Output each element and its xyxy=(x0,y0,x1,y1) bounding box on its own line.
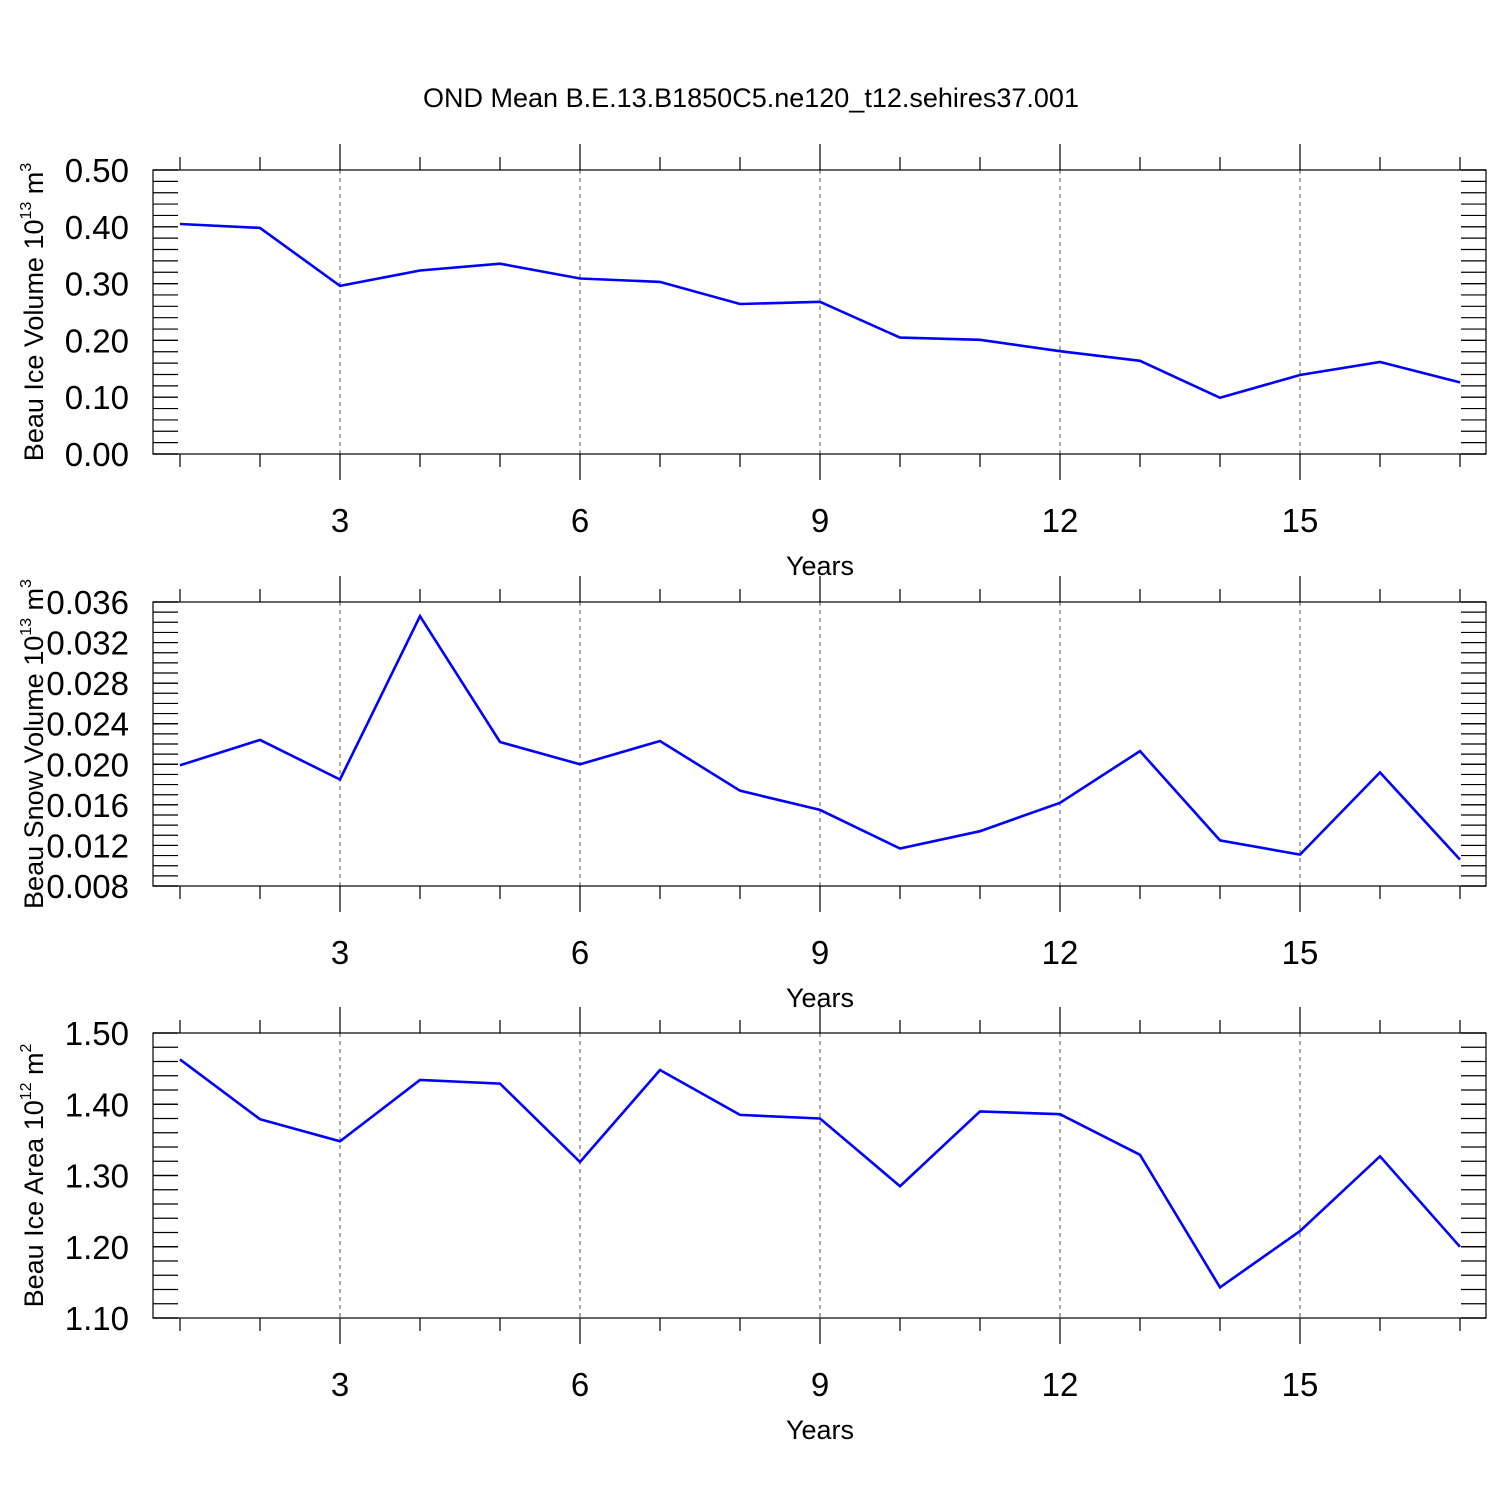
x-tick-label: 15 xyxy=(1282,934,1319,971)
data-point xyxy=(257,1116,263,1122)
y-tick-label: 0.30 xyxy=(65,266,129,303)
data-point xyxy=(1457,1244,1463,1250)
x-axis-title: Years xyxy=(786,1415,854,1445)
x-tick-label: 6 xyxy=(571,1366,589,1403)
data-point xyxy=(737,301,743,307)
data-point xyxy=(1057,1111,1063,1117)
x-tick-label: 3 xyxy=(331,1366,349,1403)
data-point xyxy=(1217,395,1223,401)
y-tick-label: 0.012 xyxy=(46,827,129,864)
x-tick-label: 6 xyxy=(571,934,589,971)
x-tick-label: 3 xyxy=(331,934,349,971)
data-point xyxy=(1137,748,1143,754)
x-tick-label: 12 xyxy=(1042,934,1079,971)
data-point xyxy=(1297,372,1303,378)
data-point xyxy=(337,1138,343,1144)
data-point xyxy=(1057,800,1063,806)
data-point xyxy=(1457,857,1463,863)
x-tick-label: 12 xyxy=(1042,1366,1079,1403)
y-tick-label: 0.10 xyxy=(65,379,129,416)
y-tick-label: 0.00 xyxy=(65,436,129,473)
data-point xyxy=(417,1077,423,1083)
y-tick-label: 0.50 xyxy=(65,152,129,189)
y-tick-label: 1.20 xyxy=(65,1229,129,1266)
y-tick-label: 0.024 xyxy=(46,706,129,743)
data-point xyxy=(817,299,823,305)
data-point xyxy=(657,1067,663,1073)
data-point xyxy=(817,1116,823,1122)
y-tick-label: 0.020 xyxy=(46,746,129,783)
y-tick-label: 1.30 xyxy=(65,1158,129,1195)
x-tick-label: 12 xyxy=(1042,502,1079,539)
panel-ice-volume: 0.000.100.200.300.400.503 6 9 12 15YearsBeau… xyxy=(18,144,1487,581)
data-point xyxy=(497,261,503,267)
data-point xyxy=(657,738,663,744)
data-point xyxy=(817,807,823,813)
data-point xyxy=(1057,348,1063,354)
x-tick-label: 15 xyxy=(1282,502,1319,539)
data-point xyxy=(897,1183,903,1189)
y-tick-label: 0.40 xyxy=(65,209,129,246)
y-tick-label: 0.028 xyxy=(46,665,129,702)
data-point xyxy=(257,737,263,743)
data-point xyxy=(1377,359,1383,365)
data-point xyxy=(897,845,903,851)
data-point xyxy=(177,1056,183,1062)
x-tick-label: 6 xyxy=(571,502,589,539)
data-point xyxy=(657,279,663,285)
y-tick-label: 0.032 xyxy=(46,625,129,662)
data-point xyxy=(577,275,583,281)
data-point xyxy=(1297,1228,1303,1234)
data-point xyxy=(417,613,423,619)
y-tick-label: 0.008 xyxy=(46,868,129,905)
data-point xyxy=(497,739,503,745)
y-tick-label: 0.20 xyxy=(65,322,129,359)
data-point xyxy=(417,268,423,274)
data-point xyxy=(977,1108,983,1114)
data-point xyxy=(177,762,183,768)
data-point xyxy=(337,283,343,289)
y-axis-title: Beau Snow Volume 1013 m3 xyxy=(18,579,49,909)
data-point xyxy=(1377,769,1383,775)
data-point xyxy=(1137,358,1143,364)
x-tick-label: 3 xyxy=(331,502,349,539)
data-point xyxy=(1137,1152,1143,1158)
x-tick-label: 9 xyxy=(811,502,829,539)
y-tick-label: 1.40 xyxy=(65,1086,129,1123)
data-point xyxy=(497,1081,503,1087)
y-axis-title: Beau Ice Volume 1013 m3 xyxy=(18,163,49,461)
data-point xyxy=(577,1159,583,1165)
data-point xyxy=(897,335,903,341)
data-point xyxy=(1297,852,1303,858)
data-point xyxy=(977,828,983,834)
chart-title: OND Mean B.E.13.B1850C5.ne120_t12.sehire… xyxy=(423,83,1079,113)
y-tick-label: 0.016 xyxy=(46,787,129,824)
x-tick-label: 9 xyxy=(811,934,829,971)
y-axis-title: Beau Ice Area 1012 m2 xyxy=(18,1043,49,1307)
data-point xyxy=(337,777,343,783)
data-point xyxy=(977,337,983,343)
y-tick-label: 1.50 xyxy=(65,1015,129,1052)
y-tick-label: 1.10 xyxy=(65,1300,129,1337)
data-point xyxy=(1377,1153,1383,1159)
data-point xyxy=(1217,837,1223,843)
x-tick-label: 9 xyxy=(811,1366,829,1403)
data-point xyxy=(257,225,263,231)
data-point xyxy=(177,221,183,227)
data-point xyxy=(577,761,583,767)
data-point xyxy=(1217,1284,1223,1290)
y-tick-label: 0.036 xyxy=(46,584,129,621)
series-line-ice-area xyxy=(179,1058,1461,1290)
data-point xyxy=(1457,379,1463,385)
x-tick-label: 15 xyxy=(1282,1366,1319,1403)
data-point xyxy=(737,1112,743,1118)
series-line-ice-volume xyxy=(179,222,1461,400)
series-line-snow-volume xyxy=(179,613,1461,861)
panel-ice-area: 1.10 1.20 1.30 1.40 1.50 3 6 9 12 15 Years Beau Ice… xyxy=(18,1007,1487,1445)
data-point xyxy=(737,788,743,794)
